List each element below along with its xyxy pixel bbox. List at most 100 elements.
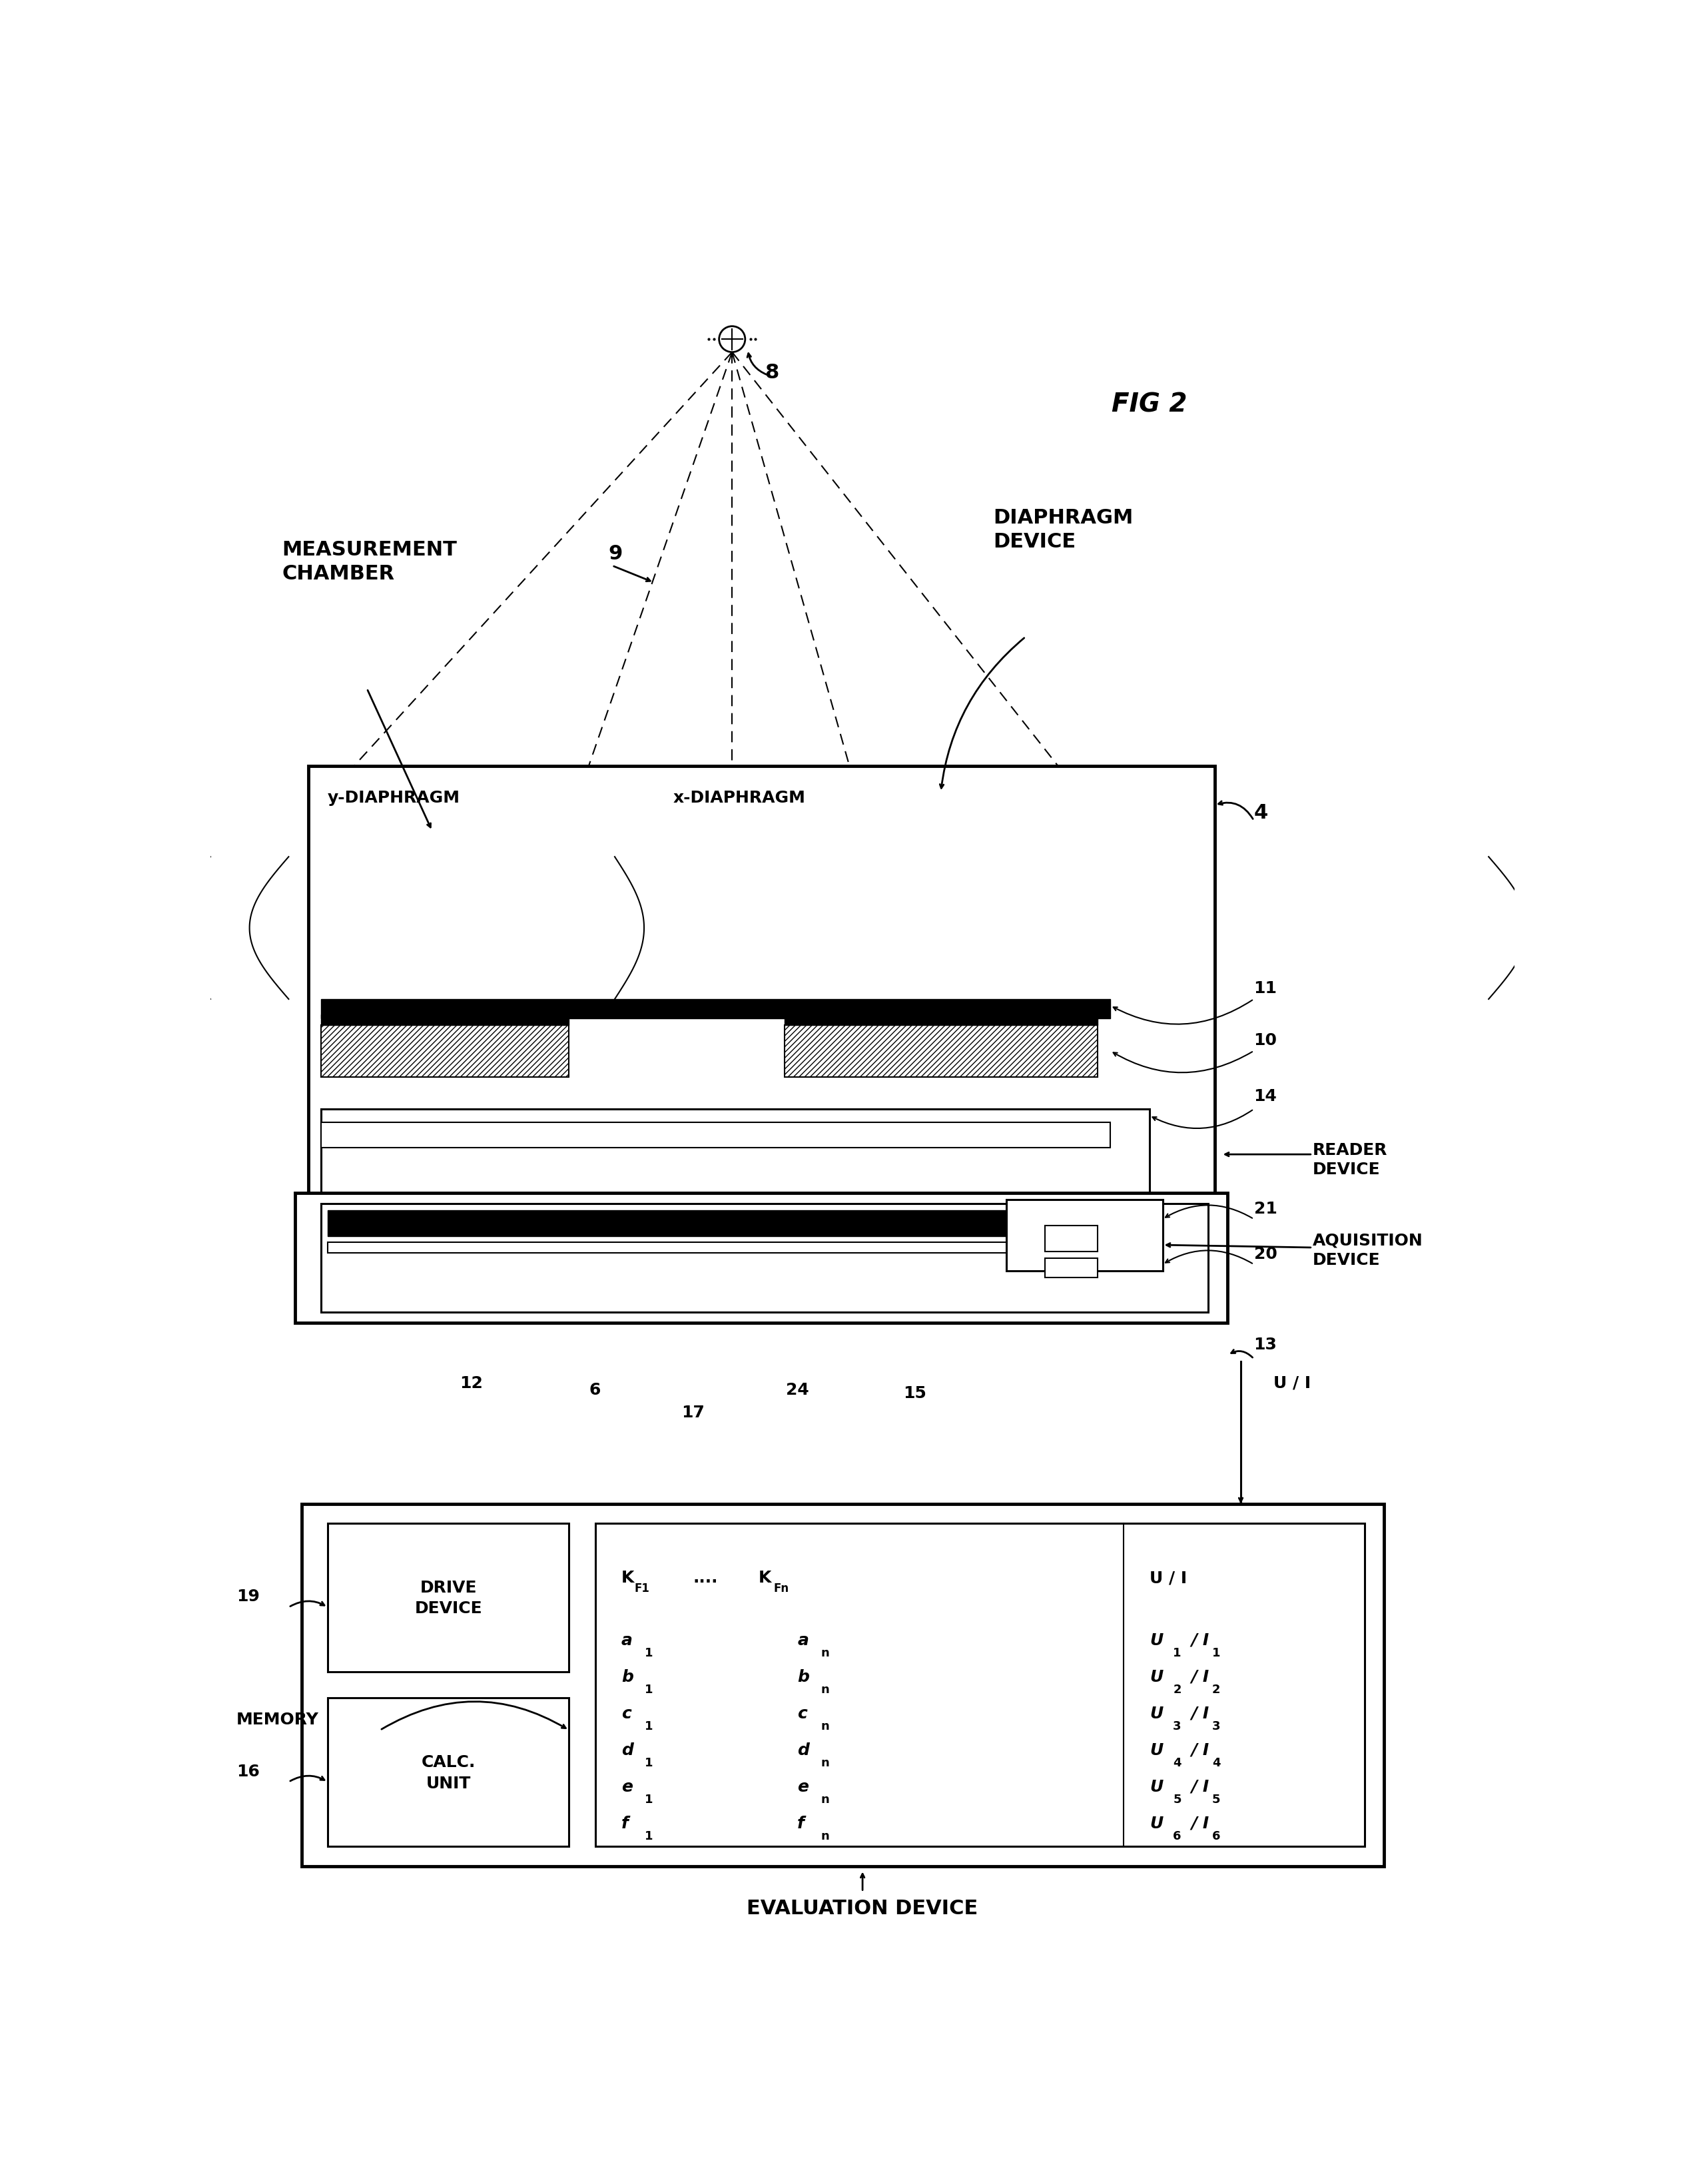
- Bar: [295, 1192, 1229, 1324]
- Text: 13: 13: [1254, 1337, 1277, 1352]
- Text: / I: / I: [1192, 1631, 1210, 1647]
- Text: e: e: [798, 1778, 808, 1795]
- Bar: [784, 1016, 1097, 1024]
- Text: 24: 24: [786, 1380, 810, 1398]
- Text: 9: 9: [608, 544, 623, 563]
- Text: n: n: [821, 1684, 830, 1695]
- Text: 6: 6: [589, 1380, 601, 1398]
- Text: b: b: [621, 1669, 633, 1684]
- Text: Fn: Fn: [774, 1581, 789, 1594]
- Bar: [328, 1210, 1124, 1236]
- Text: READER
DEVICE: READER DEVICE: [1313, 1142, 1387, 1177]
- Text: 1: 1: [645, 1830, 653, 1841]
- Bar: [1045, 1258, 1097, 1278]
- Text: 6: 6: [1212, 1830, 1220, 1841]
- Text: b: b: [798, 1669, 810, 1684]
- Text: 19: 19: [236, 1588, 259, 1605]
- Text: K: K: [621, 1570, 634, 1586]
- Text: FIG 2: FIG 2: [1112, 391, 1187, 417]
- Text: U: U: [1149, 1669, 1163, 1684]
- Bar: [784, 1024, 1097, 1077]
- Text: 1: 1: [645, 1721, 653, 1732]
- Text: 8: 8: [764, 363, 779, 382]
- Text: 5: 5: [1212, 1793, 1220, 1806]
- Bar: [328, 1243, 1084, 1254]
- Text: 1: 1: [645, 1647, 653, 1658]
- Text: e: e: [621, 1778, 633, 1795]
- Bar: [596, 1524, 1365, 1848]
- Bar: [328, 1697, 569, 1848]
- Text: EVALUATION DEVICE: EVALUATION DEVICE: [747, 1898, 978, 1918]
- Text: c: c: [621, 1706, 631, 1721]
- Text: 2: 2: [1173, 1684, 1181, 1695]
- Text: CALC.
UNIT: CALC. UNIT: [421, 1754, 476, 1791]
- Text: x-DIAPHRAGM: x-DIAPHRAGM: [673, 791, 806, 806]
- Text: n: n: [821, 1793, 830, 1806]
- Text: MEASUREMENT
CHAMBER: MEASUREMENT CHAMBER: [283, 539, 458, 583]
- Text: n: n: [821, 1721, 830, 1732]
- Text: f: f: [798, 1815, 804, 1830]
- Text: 1: 1: [645, 1793, 653, 1806]
- Bar: [1006, 1199, 1163, 1271]
- Text: U / I: U / I: [1149, 1570, 1187, 1586]
- Text: U: U: [1149, 1778, 1163, 1795]
- Text: DRIVE
DEVICE: DRIVE DEVICE: [414, 1579, 483, 1616]
- Text: 3: 3: [1173, 1721, 1181, 1732]
- Text: 21: 21: [1254, 1201, 1277, 1216]
- Text: y-DIAPHRAGM: y-DIAPHRAGM: [328, 791, 459, 806]
- Text: U: U: [1149, 1631, 1163, 1647]
- Text: a: a: [798, 1631, 808, 1647]
- Text: F1: F1: [634, 1581, 650, 1594]
- Text: ....: ....: [693, 1570, 719, 1586]
- Text: / I: / I: [1192, 1669, 1210, 1684]
- Text: / I: / I: [1192, 1706, 1210, 1721]
- Text: 11: 11: [1254, 981, 1277, 996]
- Bar: [321, 1109, 1149, 1212]
- Text: 5: 5: [1173, 1793, 1181, 1806]
- Text: / I: / I: [1192, 1741, 1210, 1758]
- Text: 4: 4: [1254, 804, 1267, 823]
- Bar: [321, 1000, 1111, 1018]
- Text: 3: 3: [1212, 1721, 1220, 1732]
- Text: U: U: [1149, 1741, 1163, 1758]
- Bar: [321, 1203, 1208, 1313]
- Text: d: d: [621, 1741, 633, 1758]
- Text: U / I: U / I: [1274, 1376, 1311, 1391]
- Text: 1: 1: [1212, 1647, 1220, 1658]
- Text: 6: 6: [1173, 1830, 1181, 1841]
- Bar: [321, 1016, 569, 1024]
- Text: / I: / I: [1192, 1778, 1210, 1795]
- Text: 17: 17: [682, 1404, 705, 1420]
- Bar: [1045, 1225, 1097, 1251]
- Bar: [321, 1024, 569, 1077]
- Bar: [321, 1123, 1111, 1149]
- Text: K: K: [759, 1570, 771, 1586]
- Text: / I: / I: [1192, 1815, 1210, 1830]
- Text: 2: 2: [1212, 1684, 1220, 1695]
- Text: 15: 15: [904, 1385, 926, 1402]
- Text: f: f: [621, 1815, 628, 1830]
- Text: U: U: [1149, 1706, 1163, 1721]
- Text: 1: 1: [1173, 1647, 1181, 1658]
- Text: n: n: [821, 1647, 830, 1658]
- Text: c: c: [798, 1706, 808, 1721]
- Text: 20: 20: [1254, 1245, 1277, 1262]
- Text: 10: 10: [1254, 1033, 1277, 1048]
- Bar: [301, 1505, 1385, 1865]
- Text: AQUISITION
DEVICE: AQUISITION DEVICE: [1313, 1232, 1422, 1269]
- Bar: [308, 767, 1215, 1297]
- Text: 1: 1: [645, 1756, 653, 1769]
- Text: MEMORY: MEMORY: [236, 1712, 320, 1728]
- Text: n: n: [821, 1830, 830, 1841]
- Text: U: U: [1149, 1815, 1163, 1830]
- Text: n: n: [821, 1756, 830, 1769]
- Text: d: d: [798, 1741, 810, 1758]
- Text: 1: 1: [645, 1684, 653, 1695]
- Text: 4: 4: [1212, 1756, 1220, 1769]
- Bar: [328, 1524, 569, 1673]
- Text: DIAPHRAGM
DEVICE: DIAPHRAGM DEVICE: [993, 509, 1133, 550]
- Text: 12: 12: [459, 1376, 483, 1391]
- Text: 14: 14: [1254, 1088, 1277, 1103]
- Text: 4: 4: [1173, 1756, 1181, 1769]
- Text: 16: 16: [236, 1762, 259, 1780]
